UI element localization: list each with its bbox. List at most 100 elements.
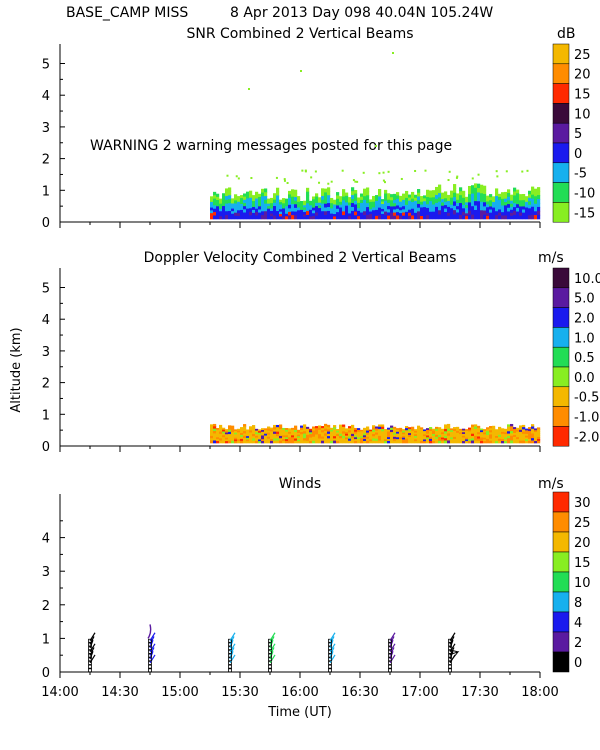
heatmap-cell (531, 194, 535, 200)
heatmap-cell (507, 215, 511, 220)
heatmap-cell (396, 435, 400, 438)
heatmap-cell (264, 431, 268, 435)
heatmap-cell (282, 208, 286, 212)
heatmap-cell (252, 204, 256, 208)
heatmap-cell (336, 432, 340, 435)
colorbar-label: 8 (574, 596, 582, 611)
heatmap-cell (423, 207, 427, 211)
heatmap-cell (225, 434, 229, 437)
heatmap-cell (432, 434, 436, 437)
colorbar-label: 10 (574, 576, 591, 591)
heatmap-cell (306, 214, 310, 220)
wind-barb (449, 632, 456, 642)
heatmap-cell (285, 428, 289, 431)
heatmap-cell (366, 203, 370, 208)
heatmap-cell (276, 207, 280, 212)
snr-speck (382, 171, 385, 174)
heatmap-cell (408, 215, 412, 220)
heatmap-cell (441, 437, 445, 440)
heatmap-cell (273, 196, 277, 201)
heatmap-cell (210, 196, 214, 200)
heatmap-cell (498, 438, 502, 442)
snr-speck (341, 169, 344, 172)
heatmap-cell (516, 439, 520, 442)
wind-barb (89, 643, 96, 653)
heatmap-cell (264, 441, 268, 444)
heatmap-cell (495, 430, 499, 434)
heatmap-cell (429, 440, 433, 444)
colorbar-segment (552, 651, 570, 673)
heatmap-cell (375, 212, 379, 217)
heatmap-cell (510, 200, 514, 205)
heatmap-cell (303, 214, 307, 218)
heatmap-cell (228, 199, 232, 204)
wind-barb (449, 636, 455, 645)
heatmap-cell (522, 215, 526, 220)
heatmap-cell (531, 190, 535, 196)
heatmap-cell (297, 431, 301, 434)
heatmap-cell (306, 434, 310, 438)
y-tick-label: 2 (42, 153, 50, 168)
heatmap-cell (462, 215, 466, 220)
heatmap-cell (225, 435, 229, 439)
heatmap-cell (327, 427, 331, 430)
heatmap-cell (435, 436, 439, 440)
heatmap-cell (264, 192, 268, 197)
heatmap-cell (483, 210, 487, 216)
heatmap-cell (285, 198, 289, 202)
heatmap-cell (267, 201, 271, 205)
heatmap-cell (216, 439, 220, 442)
heatmap-cell (279, 435, 283, 439)
heatmap-cell (306, 436, 310, 440)
heatmap-cell (216, 427, 220, 431)
heatmap-cell (339, 436, 343, 439)
heatmap-cell (249, 208, 253, 213)
heatmap-cell (324, 215, 328, 220)
wind-barb (149, 643, 156, 653)
heatmap-cell (477, 188, 481, 193)
heatmap-cell (360, 436, 364, 439)
heatmap-cell (366, 207, 370, 212)
heatmap-cell (315, 193, 319, 198)
heatmap-cell (483, 434, 487, 437)
heatmap-cell (297, 196, 301, 200)
winds-units: m/s (538, 476, 564, 492)
heatmap-cell (432, 428, 436, 431)
heatmap-cell (294, 440, 298, 444)
heatmap-cell (210, 216, 214, 220)
heatmap-cell (366, 199, 370, 204)
wind-barb (229, 636, 235, 645)
heatmap-cell (348, 438, 352, 442)
heatmap-cell (264, 428, 268, 431)
heatmap-cell (288, 215, 292, 220)
heatmap-cell (474, 431, 478, 435)
heatmap-cell (441, 439, 445, 442)
heatmap-cell (375, 432, 379, 436)
heatmap-cell (216, 437, 220, 440)
heatmap-cell (270, 216, 274, 220)
heatmap-cell (510, 423, 514, 427)
heatmap-cell (237, 439, 241, 442)
heatmap-cell (333, 438, 337, 442)
wind-point (388, 661, 392, 665)
heatmap-cell (219, 216, 223, 220)
heatmap-cell (390, 436, 394, 440)
heatmap-cell (327, 438, 331, 442)
heatmap-cell (261, 188, 265, 194)
snr-speck (356, 180, 359, 183)
heatmap-cell (225, 203, 229, 208)
heatmap-cell (531, 202, 535, 208)
heatmap-cell (399, 435, 403, 438)
heatmap-cell (489, 436, 493, 440)
heatmap-cell (432, 215, 436, 220)
heatmap-cell (435, 190, 439, 196)
heatmap-cell (420, 437, 424, 440)
heatmap-cell (246, 208, 250, 213)
snr-speck (327, 182, 330, 185)
snr-speck (471, 177, 474, 180)
heatmap-cell (303, 209, 307, 213)
heatmap-cell (210, 431, 214, 435)
heatmap-cell (273, 212, 277, 217)
heatmap-cell (405, 190, 409, 195)
heatmap-cell (450, 431, 454, 435)
